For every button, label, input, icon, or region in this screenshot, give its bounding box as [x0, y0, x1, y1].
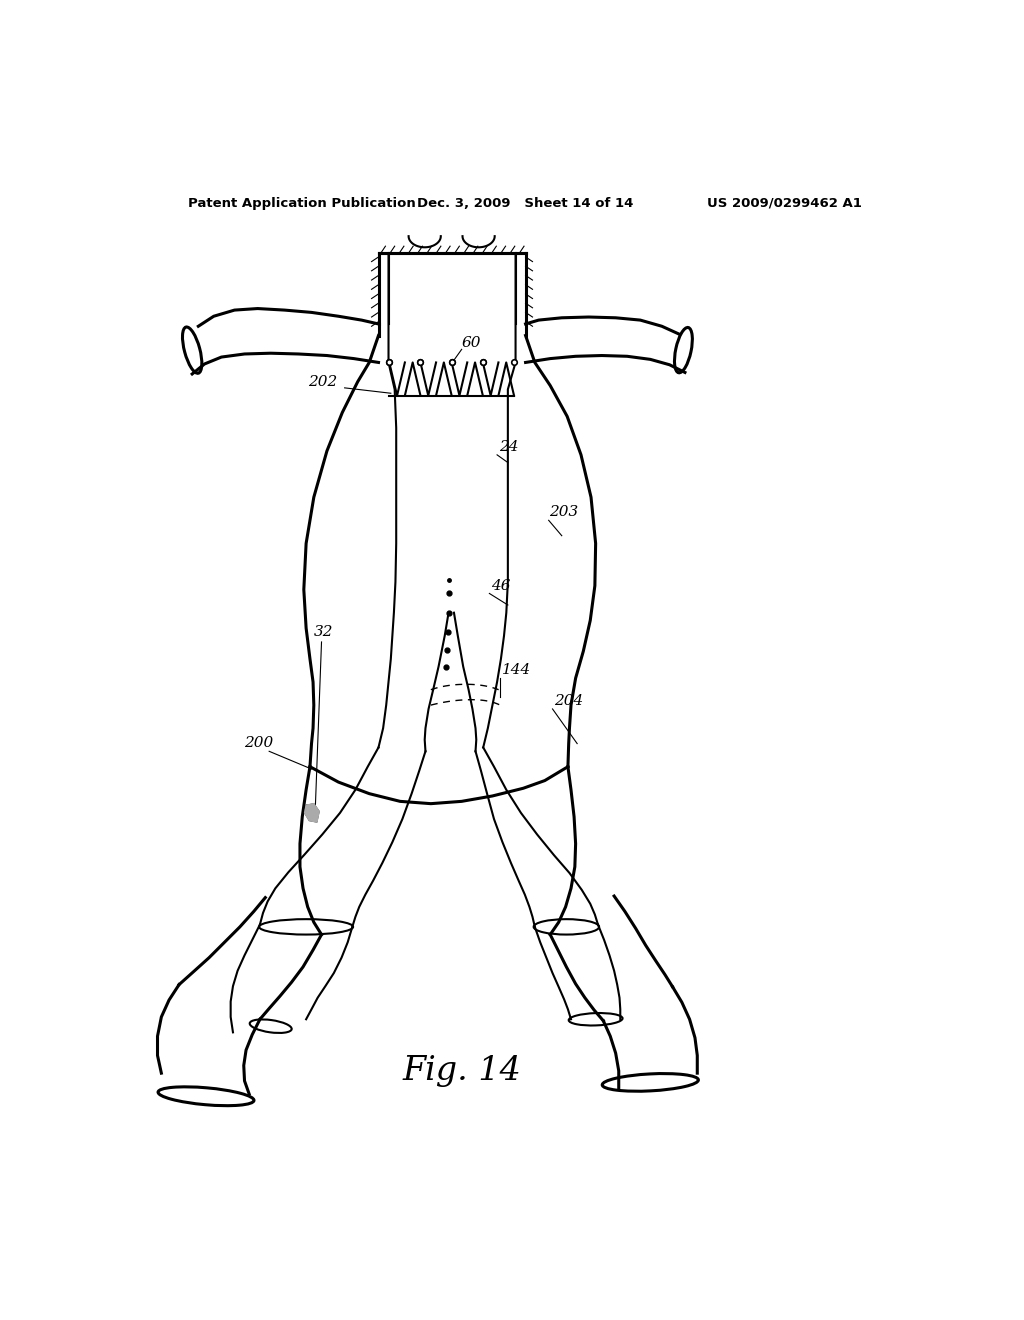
Text: US 2009/0299462 A1: US 2009/0299462 A1	[708, 197, 862, 210]
Text: 200: 200	[245, 737, 273, 751]
Text: Fig. 14: Fig. 14	[402, 1055, 521, 1086]
Text: 32: 32	[313, 624, 334, 639]
Text: 202: 202	[307, 375, 337, 388]
Polygon shape	[304, 804, 319, 822]
Text: Patent Application Publication: Patent Application Publication	[188, 197, 416, 210]
Text: 46: 46	[490, 578, 510, 593]
Text: 204: 204	[554, 694, 584, 708]
Text: 24: 24	[499, 440, 518, 454]
Text: 144: 144	[502, 664, 531, 677]
Text: 203: 203	[549, 506, 578, 520]
Text: 60: 60	[462, 337, 481, 350]
Text: Dec. 3, 2009   Sheet 14 of 14: Dec. 3, 2009 Sheet 14 of 14	[417, 197, 633, 210]
